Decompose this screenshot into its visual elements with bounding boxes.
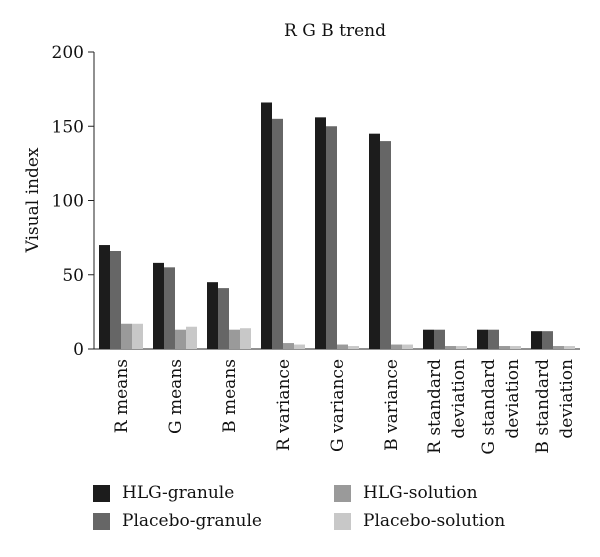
bar xyxy=(391,344,402,349)
bar xyxy=(423,329,434,349)
bar xyxy=(477,329,488,349)
bar xyxy=(488,329,499,349)
bar xyxy=(499,346,510,349)
y-axis-label: Visual index xyxy=(23,147,43,253)
bar xyxy=(564,346,575,349)
bar xyxy=(402,344,413,349)
bar xyxy=(531,331,542,349)
x-tick-label: B standard deviation xyxy=(533,359,577,454)
x-tick-label: B variance xyxy=(382,359,402,451)
chart-title: R G B trend xyxy=(284,21,386,41)
bar xyxy=(207,282,218,349)
bar xyxy=(456,346,467,349)
y-tick-label: 200 xyxy=(52,43,84,63)
axes: 0 50 100 150 200 xyxy=(52,43,580,360)
bar xyxy=(99,245,110,349)
x-tick-label: B means xyxy=(220,359,240,433)
bar xyxy=(369,133,380,349)
x-tick-label: R standard deviation xyxy=(425,359,469,454)
y-tick-label: 0 xyxy=(73,340,84,360)
x-tick-label: G variance xyxy=(328,359,348,452)
bar xyxy=(553,346,564,349)
bars xyxy=(99,102,575,350)
bar xyxy=(510,346,521,349)
bar xyxy=(542,331,553,349)
x-tick-label: R means xyxy=(112,359,132,433)
y-tick-label: 50 xyxy=(62,266,84,286)
bar xyxy=(294,344,305,349)
bar xyxy=(153,262,164,349)
bar xyxy=(218,288,229,349)
bar xyxy=(240,328,251,349)
bar xyxy=(445,346,456,349)
bar xyxy=(261,102,272,350)
bar xyxy=(175,329,186,349)
bar xyxy=(121,323,132,349)
y-tick-label: 150 xyxy=(52,117,84,137)
bar xyxy=(337,344,348,349)
y-tick-label: 100 xyxy=(52,192,84,212)
bar xyxy=(380,141,391,349)
bar xyxy=(229,329,240,349)
bar xyxy=(110,250,121,349)
bar xyxy=(132,323,143,349)
bar xyxy=(434,329,445,349)
x-tick-label: G means xyxy=(166,359,186,434)
x-tick-label: G standard deviation xyxy=(479,359,523,455)
bar xyxy=(272,118,283,349)
bar xyxy=(315,117,326,349)
bar xyxy=(326,126,337,349)
bar xyxy=(283,343,294,349)
bar xyxy=(186,326,197,349)
x-tick-label: R variance xyxy=(274,359,294,451)
bar xyxy=(164,267,175,349)
bar xyxy=(348,346,359,349)
x-tick-labels: R means G means B means R variance G varianc… xyxy=(112,359,577,455)
